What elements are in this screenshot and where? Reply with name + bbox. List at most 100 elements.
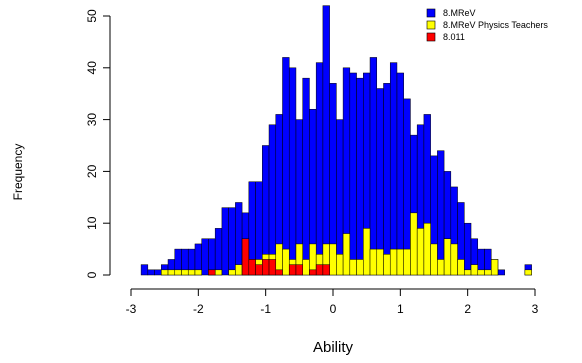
bar-8mrev (322, 5, 330, 276)
bar-8mrev (228, 207, 236, 276)
bar-8mrev (140, 264, 149, 276)
bar-teachers (383, 254, 391, 276)
bar-teachers (161, 269, 169, 276)
bar-8011 (208, 269, 216, 276)
bar-teachers (430, 243, 438, 276)
bar-teachers (167, 269, 176, 276)
bar-8mrev (302, 77, 310, 276)
bar-teachers (181, 269, 189, 276)
bar-8mrev (376, 88, 384, 276)
bar-teachers (396, 248, 404, 276)
x-tick-label: 1 (397, 302, 404, 316)
bar-8mrev (403, 98, 411, 276)
bar-8mrev (437, 150, 445, 276)
y-tick-label: 20 (85, 164, 99, 178)
bar-teachers (356, 259, 364, 276)
bar-teachers (457, 259, 465, 276)
y-tick-label: 10 (85, 216, 99, 230)
bar-teachers (187, 269, 196, 276)
bar-8011 (275, 269, 283, 276)
bar-8mrev (221, 207, 229, 276)
bar-8mrev (268, 124, 277, 276)
bar-teachers (484, 269, 492, 276)
series-8011-bars (208, 238, 330, 276)
bar-8mrev (336, 119, 344, 276)
bar-8011 (241, 238, 250, 276)
bar-8mrev (154, 269, 162, 276)
bar-teachers (389, 248, 398, 276)
legend-swatch-8011 (426, 32, 436, 42)
bar-teachers (464, 269, 472, 276)
bar-teachers (349, 259, 357, 276)
bar-8mrev (464, 222, 472, 276)
x-tick-label: 2 (464, 302, 471, 316)
bar-8011 (268, 259, 277, 276)
bar-8mrev (282, 57, 290, 276)
series-8mrev-bars (140, 5, 532, 276)
bar-8mrev (214, 228, 223, 276)
bar-teachers (416, 228, 425, 276)
legend: 8.MReV 8.MReV Physics Teachers 8.011 (426, 8, 548, 42)
bar-8mrev (208, 238, 216, 276)
bar-8011 (255, 264, 263, 276)
bar-teachers (194, 269, 202, 276)
bar-8mrev (356, 77, 364, 276)
bar-teachers (329, 243, 337, 276)
bar-8mrev (369, 57, 378, 276)
bar-8mrev (147, 269, 155, 276)
bar-teachers (524, 269, 532, 276)
bar-8mrev (497, 269, 505, 276)
bar-teachers (403, 248, 411, 276)
bar-8mrev (396, 72, 404, 276)
bar-8011 (288, 264, 297, 276)
legend-label-8mrev: 8.MReV (443, 8, 476, 18)
x-tick-label: 3 (532, 302, 539, 316)
bar-8011 (309, 269, 317, 276)
bar-8011 (315, 264, 324, 276)
bar-8mrev (235, 202, 243, 276)
x-axis-title: Ability (313, 339, 354, 356)
x-tick-label: -1 (260, 302, 271, 316)
bar-teachers (342, 233, 351, 276)
bar-8mrev (201, 238, 209, 276)
bar-teachers (490, 259, 499, 276)
bar-teachers (443, 238, 452, 276)
y-axis: 0 10 20 30 40 50 (85, 9, 111, 278)
bar-teachers (336, 254, 344, 276)
bar-teachers (228, 269, 236, 276)
bar-teachers (174, 269, 182, 276)
bar-teachers (423, 222, 431, 276)
bar-teachers (470, 264, 479, 276)
bar-teachers (282, 248, 290, 276)
legend-swatch-teachers (426, 20, 436, 30)
bar-teachers (477, 269, 485, 276)
bar-8mrev (383, 83, 391, 276)
bar-teachers (437, 259, 445, 276)
bar-8mrev (288, 67, 297, 276)
y-tick-label: 40 (85, 61, 99, 75)
legend-label-teachers: 8.MReV Physics Teachers (443, 20, 548, 30)
legend-swatch-8mrev (426, 8, 436, 18)
y-tick-label: 0 (85, 271, 99, 278)
x-tick-label: 0 (330, 302, 337, 316)
bar-8011 (295, 264, 303, 276)
bar-8011 (322, 264, 330, 276)
bar-teachers (376, 248, 384, 276)
x-tick-label: -2 (193, 302, 204, 316)
bar-8mrev (389, 62, 398, 276)
bar-teachers (214, 269, 223, 276)
y-tick-label: 50 (85, 9, 99, 23)
bar-teachers (369, 248, 378, 276)
y-axis-title: Frequency (11, 144, 25, 201)
bar-8011 (248, 259, 256, 276)
bar-teachers (235, 264, 243, 276)
y-tick-label: 30 (85, 113, 99, 127)
bar-teachers (363, 228, 371, 276)
x-tick-label: -3 (126, 302, 137, 316)
bar-teachers (410, 212, 418, 276)
bar-8011 (262, 259, 270, 276)
bar-teachers (450, 243, 458, 276)
x-axis: -3 -2 -1 0 1 2 3 (126, 288, 539, 316)
bar-teachers (302, 259, 310, 276)
